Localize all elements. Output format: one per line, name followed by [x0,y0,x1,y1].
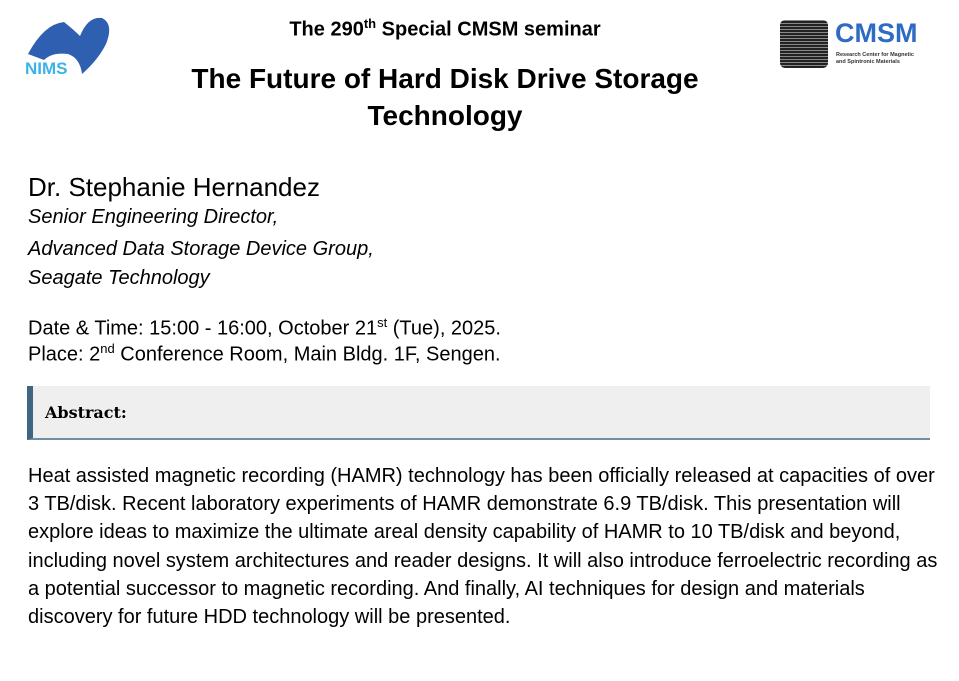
page-title: The Future of Hard Disk Drive Storage Tec… [191,63,699,131]
cmsm-subtitle: and Spintronic Materials [836,59,900,65]
date-time: Date & Time: 15:00 - 16:00, October 21st… [28,315,501,340]
speaker-title: Senior Engineering Director, [28,206,279,228]
speaker-company: Seagate Technology [28,267,210,289]
speaker-group: Advanced Data Storage Device Group, [28,238,374,260]
abstract-header: Abstract: [27,386,930,440]
speaker-name: Dr. Stephanie Hernandez [28,172,320,202]
cmsm-subtitle: Research Center for Magnetic [836,52,914,58]
place: Place: 2nd Conference Room, Main Bldg. 1… [28,341,501,366]
nims-logo: NIMS [25,17,110,78]
abstract-heading: Abstract: [45,403,127,422]
cmsm-logo: CMSM Research Center for Magnetic and Spi… [780,18,940,74]
svg-text:NIMS: NIMS [25,59,68,78]
abstract-text: Heat assisted magnetic recording (HAMR) … [28,465,938,629]
seminar-label: The 290th Special CMSM seminar [289,16,601,41]
